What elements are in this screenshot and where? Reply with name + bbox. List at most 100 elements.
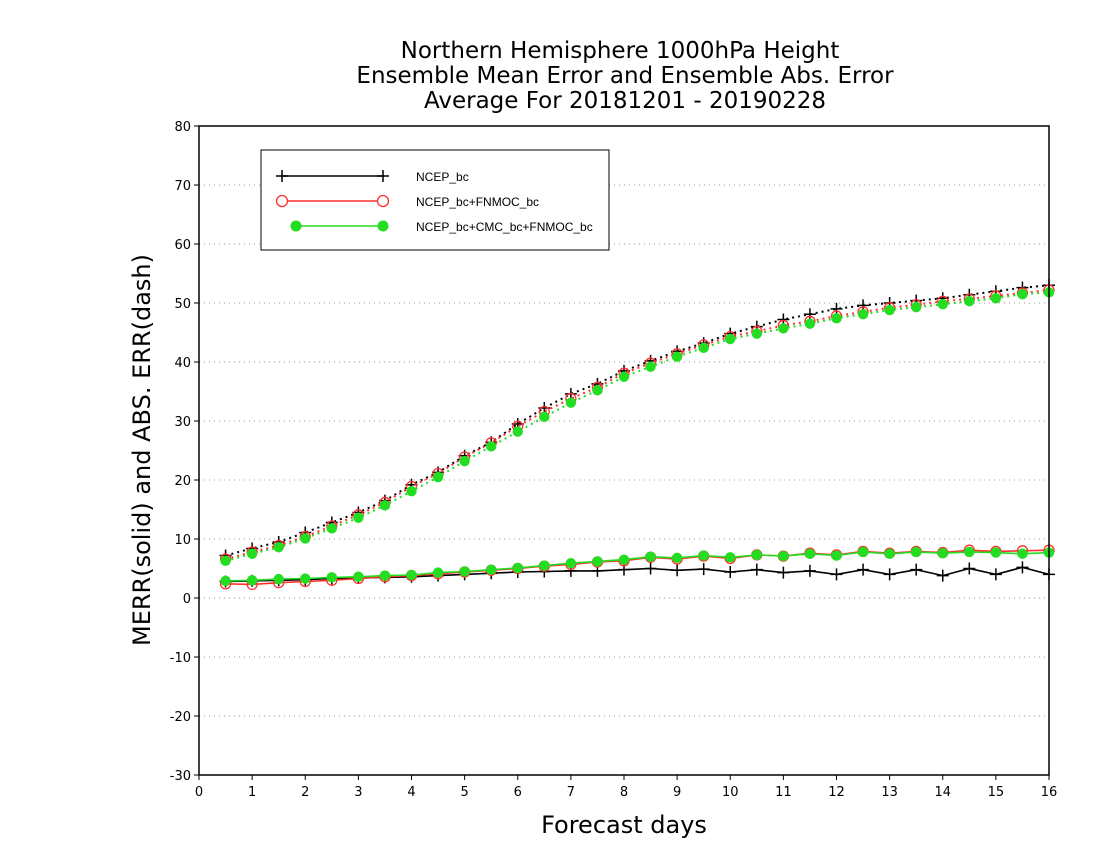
abs-err-point: [964, 296, 975, 307]
abs-err-point: [353, 512, 364, 523]
merr-point: [750, 563, 763, 576]
y-tick-label: 20: [174, 474, 191, 489]
merr-line: [225, 549, 1050, 586]
x-tick-label: 1: [248, 785, 256, 800]
abs-err-point: [300, 533, 311, 544]
abs-err-point: [884, 304, 895, 316]
merr-point: [326, 572, 338, 583]
merr-point: [406, 569, 417, 581]
merr-point: [831, 550, 842, 561]
y-tick-label: 30: [174, 415, 191, 430]
abs-err-point: [512, 426, 523, 437]
abs-err-point: [459, 455, 470, 467]
merr-point: [273, 573, 284, 585]
merr-point: [512, 562, 523, 574]
abs-err-point: [565, 397, 577, 408]
legend-item-ncep-fnmoc: NCEP_bc+FNMOC_bc: [275, 194, 539, 209]
y-tick-label: 0: [183, 592, 191, 607]
merr-point: [1017, 548, 1028, 559]
merr-point: [804, 548, 816, 559]
abs-err-point: [804, 318, 816, 329]
legend-label-ncep-bc: NCEP_bc: [416, 170, 469, 184]
abs-err-point: [326, 523, 338, 534]
x-tick-label: 9: [673, 785, 681, 800]
abs-err-point: [220, 555, 231, 567]
y-tick-label: 70: [174, 179, 191, 194]
grid-lines: [199, 184, 1049, 717]
x-tick-label: 11: [775, 785, 792, 800]
x-tick-label: 5: [460, 785, 468, 800]
merr-point: [432, 567, 444, 578]
merr-point: [300, 573, 311, 584]
chart-title-line-3: Average For 20181201 - 20190228: [424, 88, 826, 114]
abs-err-line: [225, 291, 1050, 562]
abs-err-point: [406, 486, 417, 497]
x-tick-label: 0: [195, 785, 203, 800]
y-tick-label: 40: [174, 356, 191, 371]
abs-err-point: [485, 441, 497, 452]
merr-point: [990, 547, 1002, 558]
abs-err-point: [379, 500, 391, 511]
legend-item-ncep-cmc-fnmoc: NCEP_bc+CMC_bc+FNMOC_bc: [290, 220, 593, 234]
abs-err-point: [778, 323, 789, 334]
abs-err-point: [645, 361, 656, 372]
merr-point: [803, 564, 816, 577]
abs-err-point: [857, 309, 869, 320]
merr-point: [884, 548, 895, 559]
abs-err-point: [592, 385, 603, 396]
abs-err-point: [432, 471, 444, 483]
merr-point: [910, 563, 923, 576]
abs-err-point: [725, 333, 736, 345]
x-tick-label: 16: [1041, 785, 1058, 800]
x-tick-label: 2: [301, 785, 309, 800]
merr-point: [724, 566, 737, 579]
merr-line: [225, 551, 1050, 582]
abs-err-point: [803, 308, 816, 321]
abs-err-point: [751, 328, 763, 339]
merr-point: [671, 564, 684, 577]
y-tick-label: 60: [174, 238, 191, 253]
x-axis-label: Forecast days: [541, 811, 707, 839]
merr-point: [778, 550, 789, 562]
abs-err-line: [225, 284, 1050, 557]
x-tick-label: 13: [881, 785, 898, 800]
merr-point: [565, 557, 577, 569]
abs-err-point: [910, 301, 922, 313]
x-tick-label: 8: [620, 785, 628, 800]
merr-point: [644, 562, 657, 575]
x-tick-label: 12: [828, 785, 845, 800]
merr-point: [937, 547, 948, 559]
chart-title: Northern Hemisphere 1000hPa Height Ensem…: [356, 38, 894, 114]
merr-point: [220, 575, 231, 587]
chart-title-line-2: Ensemble Mean Error and Ensemble Abs. Er…: [356, 63, 894, 89]
legend-filled-circle-marker: [290, 220, 302, 232]
merr-point: [1016, 561, 1029, 574]
legend-item-ncep-bc: NCEP_bc: [276, 170, 469, 184]
legend-open-circle-marker: [376, 194, 390, 208]
legend-plus-marker: [276, 170, 389, 182]
abs-err-point: [830, 302, 843, 315]
merr-point: [618, 554, 630, 565]
legend-open-circle-marker: [275, 194, 289, 208]
chart-title-line-1: Northern Hemisphere 1000hPa Height: [401, 38, 840, 64]
x-tick-label: 14: [934, 785, 951, 800]
merr-point: [353, 571, 364, 582]
merr-point: [830, 568, 843, 581]
merr-point: [539, 560, 550, 571]
x-tick-label: 15: [988, 785, 1005, 800]
merr-point: [964, 546, 975, 558]
merr-point: [751, 549, 763, 561]
merr-point: [883, 568, 896, 581]
merr-point: [963, 562, 976, 575]
merr-point: [989, 568, 1002, 581]
y-tick-label: 10: [174, 533, 191, 548]
abs-err-point: [831, 313, 842, 324]
abs-err-point: [937, 298, 948, 310]
y-axis-label: MERR(solid) and ABS. ERR(dash): [128, 254, 156, 646]
merr-point: [936, 569, 949, 582]
abs-err-point: [990, 293, 1002, 304]
merr-point: [379, 570, 391, 581]
merr-point: [857, 546, 869, 558]
merr-point: [910, 546, 922, 558]
abs-err-line: [225, 289, 1050, 561]
